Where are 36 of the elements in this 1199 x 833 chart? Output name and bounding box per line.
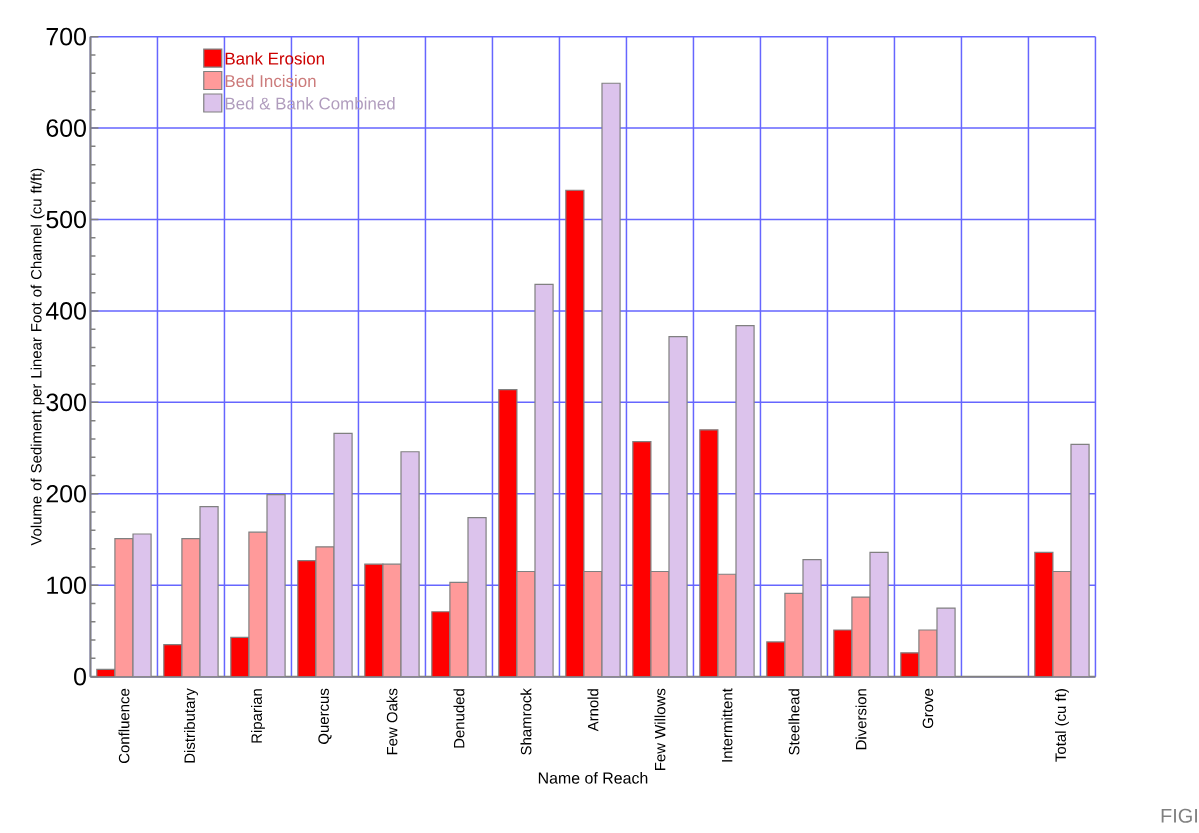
y-tick-label: 600 [46, 119, 86, 137]
y-tick-label: 300 [46, 393, 86, 412]
x-tick-label: Few Oaks [386, 688, 398, 755]
x-tick-label: Diversion [855, 689, 867, 750]
x-axis-title: Name of Reach [538, 772, 648, 784]
x-tick-label: Riparian [250, 689, 265, 743]
bar [498, 388, 518, 677]
text: FIGI [1161, 808, 1197, 823]
bar [833, 629, 853, 677]
y-axis-title: Volume of Sediment per Linear Foot of Channel (cu ft/ft) [30, 168, 45, 546]
x-tick-label: Shamrock [520, 688, 532, 755]
x-tick-label: Steelhead [788, 689, 800, 755]
y-tick-label: 200 [46, 484, 86, 503]
bar [699, 429, 719, 677]
y-tick-label: 400 [45, 302, 86, 320]
bar [297, 559, 317, 677]
x-tick-label: Intermittent [721, 688, 733, 762]
x-tick-label: Total (cu ft) [1054, 689, 1069, 762]
bar [364, 563, 384, 677]
y-tick-label: 100 [47, 576, 86, 595]
x-tick-label: Arnold [587, 689, 599, 732]
x-tick-label: Few Willows [654, 688, 666, 770]
bar [431, 611, 451, 677]
x-tick-label: Distributary [183, 688, 198, 763]
bar [632, 441, 652, 677]
bar [1034, 551, 1054, 677]
bar [230, 636, 250, 677]
bar [565, 189, 585, 677]
x-tick-label: Confluence [118, 688, 130, 763]
bar [163, 644, 183, 677]
y-tick-label: 0 [74, 667, 86, 686]
x-tick-label: Denuded [453, 689, 465, 748]
x-tick-label: Quercus [318, 688, 332, 744]
x-tick-label: Grove [922, 688, 934, 729]
y-tick-label: 700 [46, 27, 86, 46]
y-tick-label: 500 [46, 210, 86, 229]
